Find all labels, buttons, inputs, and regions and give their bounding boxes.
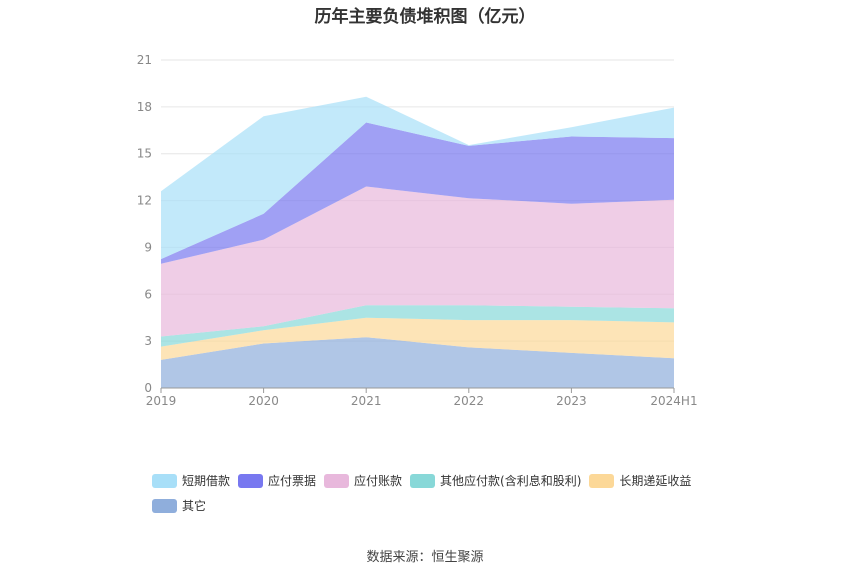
legend-item[interactable]: 其他应付款(含利息和股利) [410, 472, 581, 489]
chart-legend: 短期借款 应付票据 应付账款 其他应付款(含利息和股利) 长期递延收益其它 [152, 472, 732, 522]
x-tick-label: 2023 [556, 394, 587, 408]
area-series-3 [161, 186, 674, 337]
x-tick-label: 2020 [248, 394, 279, 408]
legend-swatch [152, 473, 177, 488]
legend-swatch [324, 473, 350, 488]
legend-label: 短期借款 [182, 474, 231, 488]
legend-swatch [152, 498, 177, 513]
area-series-4 [161, 122, 674, 264]
x-tick-label: 2022 [454, 394, 485, 408]
area-series-1 [161, 317, 674, 360]
data-source: 数据来源：恒生聚源 [366, 550, 484, 565]
legend-item[interactable]: 短期借款 [152, 472, 230, 489]
legend-label: 长期递延收益 [619, 474, 692, 488]
x-tick-label: 2024H1 [650, 394, 697, 408]
legend-swatch [238, 473, 264, 488]
legend-item[interactable]: 其它 [152, 497, 206, 514]
y-tick-label: 9 [144, 240, 152, 254]
x-tick-label: 2021 [351, 394, 382, 408]
legend-item[interactable]: 应付账款 [324, 472, 402, 489]
y-tick-label: 15 [137, 147, 152, 161]
area-series-2 [161, 305, 674, 347]
legend-label: 应付票据 [268, 474, 317, 488]
x-tick-label: 2019 [146, 394, 177, 408]
legend-item[interactable]: 长期递延收益 [589, 472, 691, 489]
legend-item[interactable]: 应付票据 [238, 472, 316, 489]
legend-swatch [589, 473, 615, 488]
legend-label: 其他应付款(含利息和股利) [440, 474, 582, 488]
y-tick-label: 12 [137, 194, 152, 208]
area-series-0 [161, 337, 674, 388]
legend-swatch [410, 473, 436, 488]
legend-label: 其它 [182, 499, 207, 513]
y-tick-label: 3 [144, 334, 152, 348]
legend-label: 应付账款 [354, 474, 403, 488]
y-tick-label: 21 [137, 53, 152, 67]
y-tick-label: 18 [137, 100, 152, 114]
y-tick-label: 6 [144, 287, 152, 301]
y-tick-label: 0 [144, 381, 152, 395]
area-series-5 [161, 96, 674, 260]
chart-title: 历年主要负债堆积图（亿元） [314, 7, 536, 27]
stacked-area-chart: 0 3 6 9 12 15 18 21 2019 2020 2021 2022 2023 2024H1 [137, 53, 698, 408]
